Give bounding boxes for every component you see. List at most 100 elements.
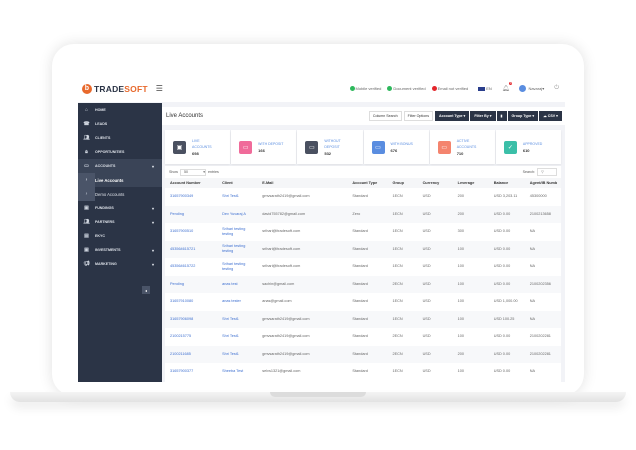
sidebar-item-live-accounts[interactable]: › Live Accounts [78, 173, 162, 187]
column-header[interactable]: Group [387, 178, 418, 188]
account-number-cell[interactable]: 453564615721 [165, 240, 218, 258]
filter-by-dropdown[interactable]: Filter By ▾ [470, 111, 496, 121]
account-type-cell: Standard [352, 334, 368, 339]
client-cell[interactable]: anas test [217, 275, 258, 293]
summary-cards: ▣ LIVE ACCOUNTS 698 ▭ WITH DEPOSIT 166 ▭ WITHOU… [165, 130, 562, 164]
table-row: 31657910080 anas tester anas@gmail.com Stan… [165, 293, 561, 311]
card-label: WITH DEPOSIT [258, 142, 284, 146]
sidebar-item-clients[interactable]: 👥︎ CLIENTS [78, 131, 162, 145]
email-cell: selvs1321@gmail.com [262, 369, 301, 374]
currency-cell: USD [417, 310, 453, 328]
chevron-down-icon: ▾ [151, 247, 154, 253]
group-cell: 1ECN [387, 205, 418, 223]
power-icon[interactable]: ⏻ [554, 85, 559, 91]
column-search-button[interactable]: Column Search [368, 111, 402, 121]
client-cell[interactable]: Srihari testing testing [222, 226, 246, 236]
stat-card[interactable]: ▣ LIVE ACCOUNTS 698 [165, 130, 231, 164]
client-cell[interactable]: Srihari testing testing [217, 240, 258, 258]
leverage-cell: 100 [457, 264, 464, 269]
client-cell[interactable]: Shri Test1 [217, 345, 258, 363]
entries-select[interactable]: 50 ▾ [180, 168, 206, 176]
leverage-cell: 200 [452, 345, 489, 363]
group-type-dropdown[interactable]: Group Type ▾ [507, 111, 539, 121]
column-header[interactable]: Account Type [347, 178, 388, 188]
account-type-cell: Standard [347, 275, 388, 293]
table-row: Pending anas test sachin@gmail.com Standard… [165, 275, 561, 293]
logo[interactable]: b TRADE SOFT [82, 83, 148, 94]
column-header[interactable]: Balance [488, 178, 525, 188]
card-icon: ▭ [437, 140, 451, 154]
csv-export-dropdown[interactable]: ☁ CSV ▾ [539, 111, 562, 121]
chevron-down-icon: ▾ [151, 261, 154, 267]
account-type-cell: Standard [347, 240, 388, 258]
column-header[interactable]: Leverage [452, 178, 489, 188]
shield-check-icon [349, 86, 355, 91]
sidebar-item-home[interactable]: ⌂ HOME [78, 103, 162, 117]
card-icon: ▭ [305, 140, 319, 154]
sidebar-item-fundings[interactable]: ▣ FUNDINGS ▾ [78, 201, 162, 215]
stat-card[interactable]: ▭ WITHOUT DEPOSIT 532 [297, 130, 363, 164]
chevron-right-icon: › [78, 173, 95, 187]
stat-card[interactable]: ▭ WITH BONUS 676 [363, 130, 429, 164]
agent-ib-number-cell: 2100202356 [524, 275, 561, 293]
logo-icon: b [82, 83, 92, 94]
balance-cell: USD 0.00 [493, 369, 511, 374]
column-header[interactable]: Account Number [165, 178, 218, 188]
email-cell: gmvsarath2419@gmail.com [262, 334, 310, 339]
client-cell[interactable]: Srihari testing testing [222, 261, 246, 271]
sidebar-item-partners[interactable]: 👥︎ PARTNERS ▾ [78, 215, 162, 229]
account-number-cell[interactable]: 31657900349 [170, 194, 194, 199]
sidebar-item-accounts[interactable]: ▭ ACCOUNTS ▾ [78, 159, 162, 173]
notifications-button[interactable]: 🔔︎ 0 [502, 82, 513, 92]
chevron-down-icon: ▾ [151, 205, 154, 211]
account-number-cell[interactable]: 31657900377 [170, 369, 194, 374]
account-number-cell[interactable]: 31657906098 [165, 310, 218, 328]
currency-cell: USD [422, 264, 431, 269]
home-icon: ⌂ [84, 107, 89, 113]
account-number-cell[interactable]: 31657900510 [170, 229, 194, 234]
card-icon: ▭ [371, 140, 385, 154]
menu-toggle-icon[interactable]: ☰ [155, 84, 163, 93]
leverage-cell: 300 [457, 229, 464, 234]
agent-ib-number-cell: 2100213658 [524, 205, 561, 223]
sidebar-item-marketing[interactable]: 📢︎ MARKETING ▾ [78, 257, 162, 271]
agent-ib-number-cell: 2100202281 [524, 345, 561, 363]
client-cell[interactable]: Shri Test1 [217, 310, 258, 328]
balance-cell: USD 0.00 [488, 205, 525, 223]
sidebar-item-ekyc[interactable]: ▤ EKYC [78, 229, 162, 243]
account-number-cell[interactable]: Pending [165, 275, 218, 293]
column-header[interactable]: Currency [417, 178, 453, 188]
sidebar-item-demo-accounts[interactable]: › Demo Accounts [78, 187, 162, 201]
print-button[interactable]: ▮ [496, 111, 507, 121]
column-header[interactable]: Agent/IB Numb [524, 178, 561, 188]
client-cell[interactable]: Sheeba Test [222, 369, 244, 374]
client-cell[interactable]: Shri Test1 [222, 194, 239, 199]
leverage-cell: 100 [452, 275, 489, 293]
stat-card[interactable]: ▭ ACTIVE ACCOUNTS 710 [429, 130, 495, 164]
client-cell[interactable]: Shri Test1 [222, 334, 239, 339]
account-number-cell[interactable]: Pending [165, 205, 218, 223]
client-cell[interactable]: anas tester [222, 299, 241, 304]
account-number-cell[interactable]: 31657910080 [170, 299, 194, 304]
account-number-cell[interactable]: 2100211685 [165, 345, 218, 363]
account-type-cell: Standard [352, 299, 368, 304]
leverage-cell: 100 [452, 240, 489, 258]
sidebar-item-leads[interactable]: ☎ LEADS [78, 117, 162, 131]
column-header[interactable]: E-Mail [257, 178, 348, 188]
stat-card[interactable]: ✓ APPROVED 610 [495, 130, 562, 164]
collapse-sidebar-button[interactable]: ◂ [142, 286, 150, 294]
account-number-cell[interactable]: 453564615722 [170, 264, 196, 269]
column-header[interactable]: Client [217, 178, 258, 188]
language-selector[interactable]: EN [478, 86, 492, 91]
search-input[interactable]: ⚲ [537, 168, 557, 176]
stat-card[interactable]: ▭ WITH DEPOSIT 166 [231, 130, 297, 164]
card-label: LIVE ACCOUNTS [192, 139, 212, 149]
filter-options-button[interactable]: Filter Options [403, 111, 434, 121]
user-menu[interactable]: Navaraj ▾ [519, 85, 544, 92]
account-type-dropdown[interactable]: Account Type ▾ [435, 111, 470, 121]
sidebar-item-opportunities[interactable]: 🔒︎ OPPORTUNITIES [78, 145, 162, 159]
phone-icon: ☎ [83, 121, 90, 127]
client-cell[interactable]: Dev Yuvaraj A [217, 205, 258, 223]
account-number-cell[interactable]: 2100215775 [170, 334, 192, 339]
sidebar-item-investments[interactable]: ▣ INVESTMENTS ▾ [78, 243, 162, 257]
